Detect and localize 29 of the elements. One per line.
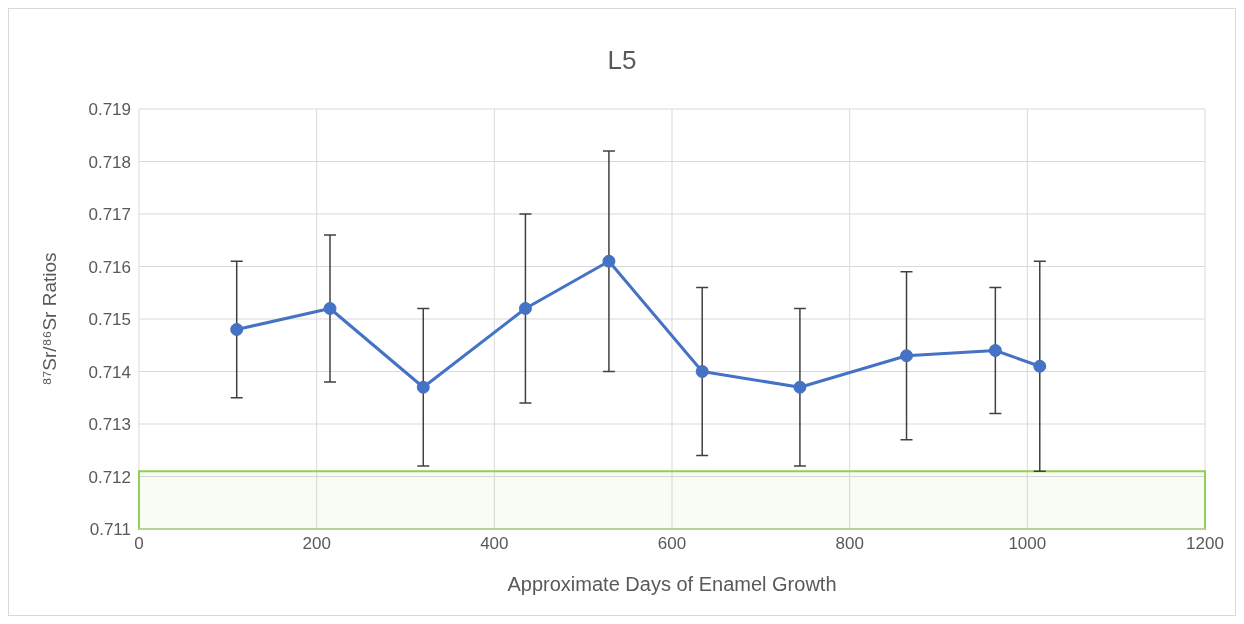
x-tick-label: 400	[480, 534, 509, 554]
x-tick-label: 0	[134, 534, 144, 554]
point	[230, 323, 244, 336]
y-axis-title: ⁸⁷Sr/⁸⁶Sr Ratios	[38, 252, 60, 386]
point	[602, 254, 616, 268]
point	[695, 365, 709, 378]
y-tick-label: 0.718	[88, 152, 131, 172]
point	[416, 380, 430, 394]
x-tick-label: 1000	[1008, 534, 1047, 554]
point	[518, 302, 532, 315]
x-tick-label: 1200	[1186, 534, 1224, 554]
y-tick-label: 0.716	[88, 257, 131, 277]
point	[1033, 359, 1047, 373]
y-tick-label: 0.713	[88, 415, 131, 435]
point	[900, 349, 914, 363]
x-tick-label: 200	[302, 534, 331, 554]
y-tick-label: 0.715	[88, 310, 131, 330]
chart-title: L5	[606, 44, 638, 77]
point	[323, 302, 337, 315]
x-tick-label: 600	[657, 534, 687, 554]
x-axis-title: Approximate Days of Enamel Growth	[507, 573, 837, 595]
y-tick-label: 0.711	[89, 520, 131, 540]
y-tick-label: 0.712	[88, 467, 131, 487]
y-tick-label: 0.717	[88, 205, 131, 225]
point	[793, 380, 807, 394]
x-tick-label: 800	[835, 534, 864, 554]
y-tick-label: 0.719	[88, 100, 131, 120]
y-tick-label: 0.714	[88, 362, 131, 382]
point	[988, 344, 1002, 357]
